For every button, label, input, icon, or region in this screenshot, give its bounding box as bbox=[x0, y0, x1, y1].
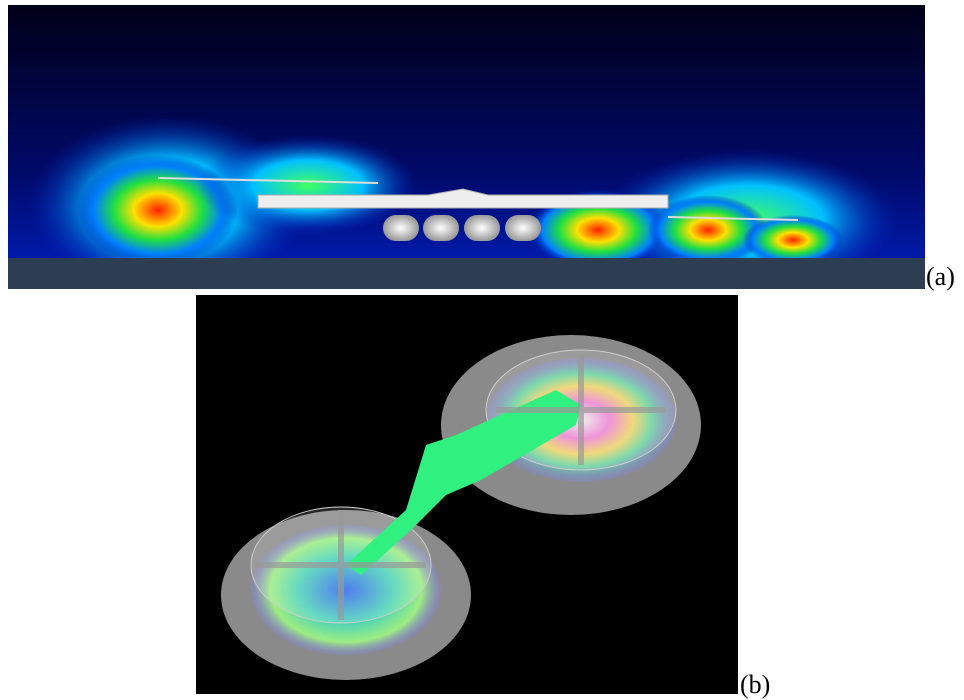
panel-a-image bbox=[8, 5, 925, 289]
panel-label: (b) bbox=[740, 670, 771, 699]
panel-label: (a) bbox=[926, 262, 955, 291]
panel-b-image bbox=[196, 295, 738, 694]
